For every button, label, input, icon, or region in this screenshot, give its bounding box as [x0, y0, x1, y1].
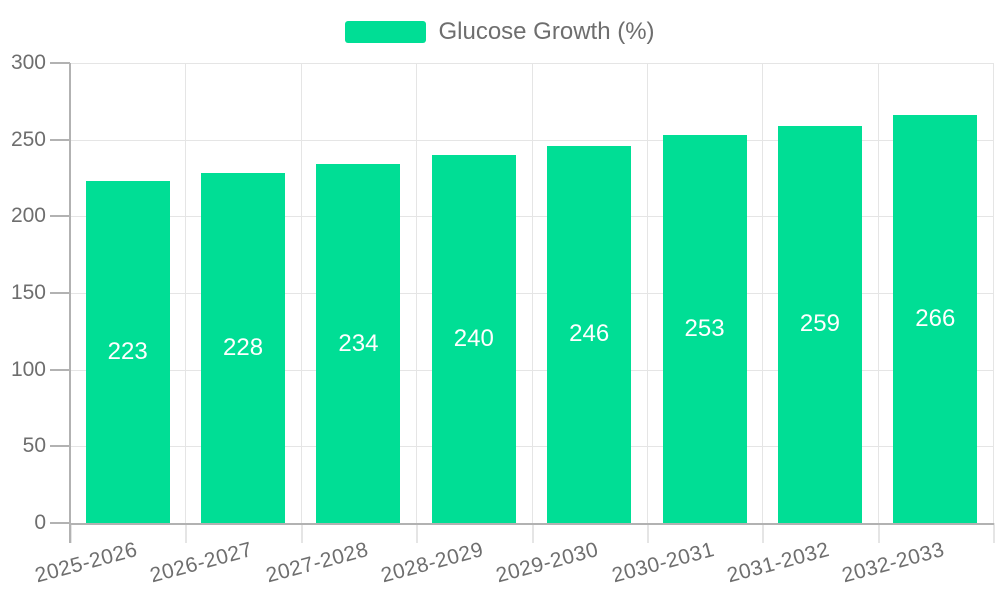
- bar-value-label: 240: [453, 325, 494, 352]
- h-gridline: [70, 446, 993, 448]
- x-axis-label: 2031-2032: [724, 538, 832, 588]
- x-axis-tick: [185, 523, 188, 543]
- bar[interactable]: [85, 181, 170, 523]
- x-axis-tick: [993, 523, 995, 543]
- legend-label: Glucose Growth (%): [438, 18, 655, 45]
- bar-value-label: 259: [799, 310, 840, 338]
- y-tick-label: 50: [22, 434, 46, 458]
- y-tick-label: 0: [34, 511, 46, 534]
- bar[interactable]: [662, 135, 747, 523]
- x-axis-label: 2027-2028: [263, 538, 371, 588]
- bar-value-label: 228: [223, 334, 264, 362]
- x-axis-tick: [877, 523, 880, 543]
- h-gridline: [70, 216, 993, 218]
- y-axis-tick: [50, 292, 70, 294]
- y-tick-label: 250: [10, 127, 46, 151]
- bar[interactable]: [316, 164, 401, 523]
- y-tick-label: 300: [10, 51, 46, 74]
- bar[interactable]: [777, 125, 862, 523]
- x-axis-label: 2030-2031: [609, 538, 717, 588]
- y-tick-label: 200: [10, 204, 46, 228]
- y-axis-tick: [50, 522, 70, 524]
- bar-value-label: 266: [915, 305, 956, 333]
- legend[interactable]: Glucose Growth (%): [0, 20, 1000, 44]
- y-axis-tick: [50, 215, 70, 218]
- bar[interactable]: [893, 115, 978, 523]
- x-axis-label: 2025-2026: [32, 538, 140, 588]
- y-tick-label: 150: [10, 281, 46, 304]
- bar[interactable]: [201, 173, 286, 523]
- x-axis-tick: [531, 523, 534, 543]
- x-axis-tick: [70, 523, 72, 543]
- bar[interactable]: [431, 155, 516, 523]
- x-axis-label: 2032-2033: [839, 538, 948, 588]
- y-axis-tick: [50, 62, 70, 64]
- x-axis-label: 2028-2029: [378, 538, 486, 588]
- h-gridline: [70, 369, 993, 371]
- legend-marker-swatch: [345, 21, 427, 43]
- y-tick-label: 100: [10, 357, 46, 381]
- h-gridline: [70, 63, 993, 64]
- y-axis-tick: [50, 138, 70, 141]
- x-axis-tick: [416, 523, 419, 543]
- bar-value-label: 246: [569, 320, 610, 348]
- bar-value-label: 253: [684, 315, 725, 343]
- x-axis-label: 2026-2027: [147, 538, 256, 588]
- bar-value-label: 234: [338, 329, 379, 357]
- h-gridline: [70, 139, 993, 141]
- x-axis-tick: [762, 523, 765, 543]
- x-axis-tick: [300, 523, 303, 543]
- x-axis-tick: [646, 523, 649, 543]
- bar[interactable]: [547, 145, 632, 523]
- x-axis-label: 2029-2030: [493, 538, 602, 588]
- y-axis-tick: [50, 445, 70, 448]
- y-axis-line: [69, 63, 71, 543]
- h-gridline: [70, 293, 993, 294]
- bar-value-label: 223: [107, 338, 148, 366]
- y-axis-tick: [50, 368, 70, 371]
- x-axis-line: [69, 523, 994, 525]
- v-gridline: [993, 63, 994, 523]
